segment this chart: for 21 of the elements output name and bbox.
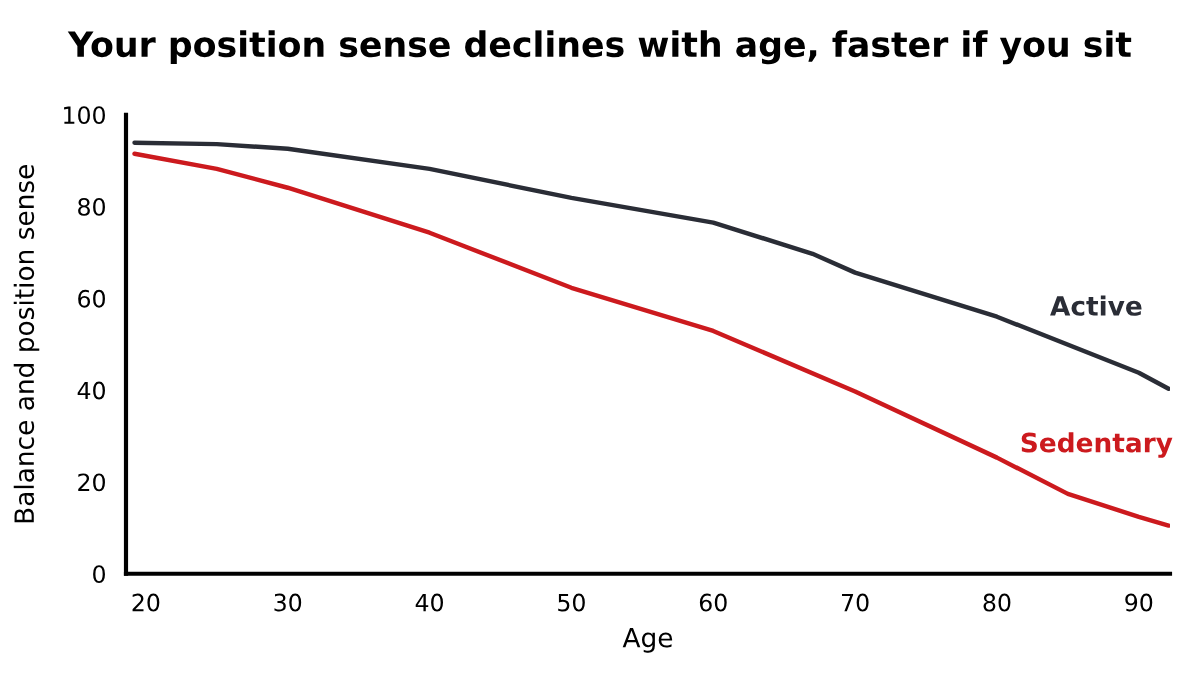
x-tick-label: 90: [1125, 593, 1153, 612]
x-tick-label: 50: [558, 593, 585, 612]
x-tick-label: 80: [983, 593, 1011, 612]
y-tick-label: 20: [78, 473, 105, 492]
y-tick-label: 40: [77, 381, 105, 400]
y-tick-label: 80: [78, 198, 105, 216]
x-tick-label: 40: [415, 593, 444, 612]
line-series: [132, 140, 1170, 391]
x-tick-label: 70: [842, 593, 869, 612]
series-label: Active: [1050, 295, 1142, 316]
line-series: [132, 151, 1170, 528]
series-label: Sedentary: [1021, 432, 1173, 458]
y-axis-title: Balance and position sense: [13, 165, 40, 523]
y-tick-label: 0: [93, 565, 105, 584]
chart-title: Your position sense declines with age, faster if you sit: [67, 30, 1132, 65]
x-tick-label: 60: [699, 593, 727, 612]
y-tick-label: 100: [64, 106, 105, 125]
x-tick-label: 30: [274, 593, 302, 612]
y-tick-label: 60: [78, 289, 105, 308]
x-tick-label: 20: [132, 593, 160, 612]
x-axis-title: Age: [622, 627, 673, 653]
